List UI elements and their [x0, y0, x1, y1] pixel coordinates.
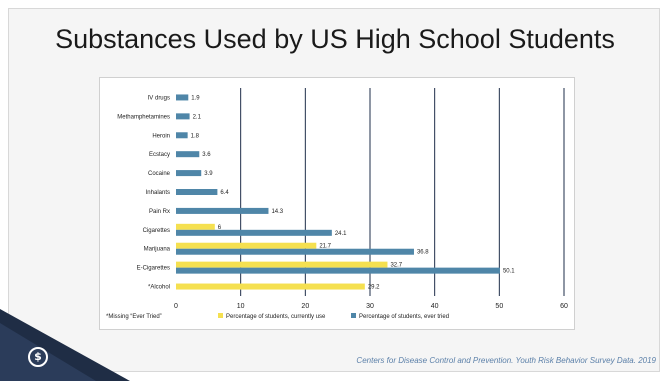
- category-label: Methamphetamines: [117, 114, 170, 120]
- bar-currently-use: [176, 242, 317, 249]
- grid-layer: [240, 88, 565, 296]
- category-labels: IV drugs Methamphetamines Heroin Ecstacy Coc…: [117, 95, 170, 290]
- data-label: 36.8: [417, 250, 429, 256]
- data-label: 6.4: [220, 190, 229, 196]
- bar-ever-tried: [176, 189, 218, 195]
- bar-ever-tried: [176, 248, 414, 255]
- category-label: Heroin: [152, 133, 170, 139]
- bar-ever-tried: [176, 229, 332, 236]
- x-tick-label: 50: [495, 303, 503, 310]
- footnote-text: *Missing “Ever Tried”: [106, 314, 162, 320]
- x-tick-label: 10: [237, 303, 245, 310]
- bar-currently-use: [176, 283, 365, 290]
- x-tick-label: 30: [366, 303, 374, 310]
- data-label: 32.7: [390, 263, 402, 269]
- category-label: Inhalants: [146, 190, 170, 196]
- bar-ever-tried: [176, 267, 500, 274]
- x-tick-label: 20: [301, 303, 309, 310]
- chart-container: 1.9 2.1 1.8 3.6 3.9 6.4 14.3 6 24.1 21.7 36.8 32.7 5…: [99, 77, 575, 330]
- category-label: *Alcohol: [148, 285, 170, 291]
- category-label: E-Cigarettes: [137, 266, 170, 272]
- category-label: Marijuana: [144, 247, 171, 253]
- legend-swatch-ever-tried: [351, 313, 356, 318]
- x-tick-label: 60: [560, 303, 568, 310]
- bars-layer: [176, 94, 500, 290]
- x-tick-label: 0: [174, 303, 178, 310]
- data-label: 29.2: [368, 285, 380, 291]
- bar-currently-use: [176, 261, 388, 268]
- bar-ever-tried: [176, 207, 269, 214]
- legend-label-currently-use: Percentage of students, currently use: [226, 314, 326, 320]
- data-label: 6: [218, 225, 222, 231]
- x-tick-labels: 0 10 20 30 40 50 60: [174, 303, 568, 310]
- corner-decoration-inner: [0, 323, 96, 381]
- data-label: 1.8: [191, 133, 200, 139]
- legend-swatch-currently-use: [218, 313, 223, 318]
- bar-ever-tried: [176, 113, 190, 120]
- x-tick-label: 40: [431, 303, 439, 310]
- school-logo-icon: $: [28, 347, 48, 367]
- slide-title: Substances Used by US High School Studen…: [55, 24, 615, 54]
- data-label: 21.7: [319, 244, 331, 250]
- bar-ever-tried: [176, 151, 200, 158]
- data-label: 3.9: [204, 171, 213, 177]
- data-label: 24.1: [335, 231, 347, 237]
- bar-ever-tried: [176, 94, 189, 101]
- category-label: Pain Rx: [149, 209, 170, 215]
- legend: *Missing “Ever Tried” Percentage of stud…: [106, 313, 449, 320]
- data-label: 50.1: [503, 269, 515, 275]
- category-label: Cigarettes: [143, 228, 170, 234]
- category-label: IV drugs: [148, 95, 170, 101]
- data-label: 3.6: [202, 152, 211, 158]
- bar-ever-tried: [176, 170, 202, 177]
- data-label: 2.1: [193, 114, 202, 120]
- bar-currently-use: [176, 223, 215, 230]
- legend-label-ever-tried: Percentage of students, ever tried: [359, 314, 449, 320]
- bar-ever-tried: [176, 132, 188, 139]
- labels-layer: 1.9 2.1 1.8 3.6 3.9 6.4 14.3 6 24.1 21.7 36.8 32.7 5…: [191, 95, 516, 290]
- data-label: 1.9: [191, 95, 200, 101]
- bar-chart: 1.9 2.1 1.8 3.6 3.9 6.4 14.3 6 24.1 21.7 36.8 32.7 5…: [106, 88, 568, 320]
- category-label: Ecstacy: [149, 152, 170, 158]
- category-label: Cocaine: [148, 171, 171, 177]
- source-citation: Centers for Disease Control and Preventi…: [356, 356, 656, 365]
- data-label: 14.3: [271, 209, 283, 215]
